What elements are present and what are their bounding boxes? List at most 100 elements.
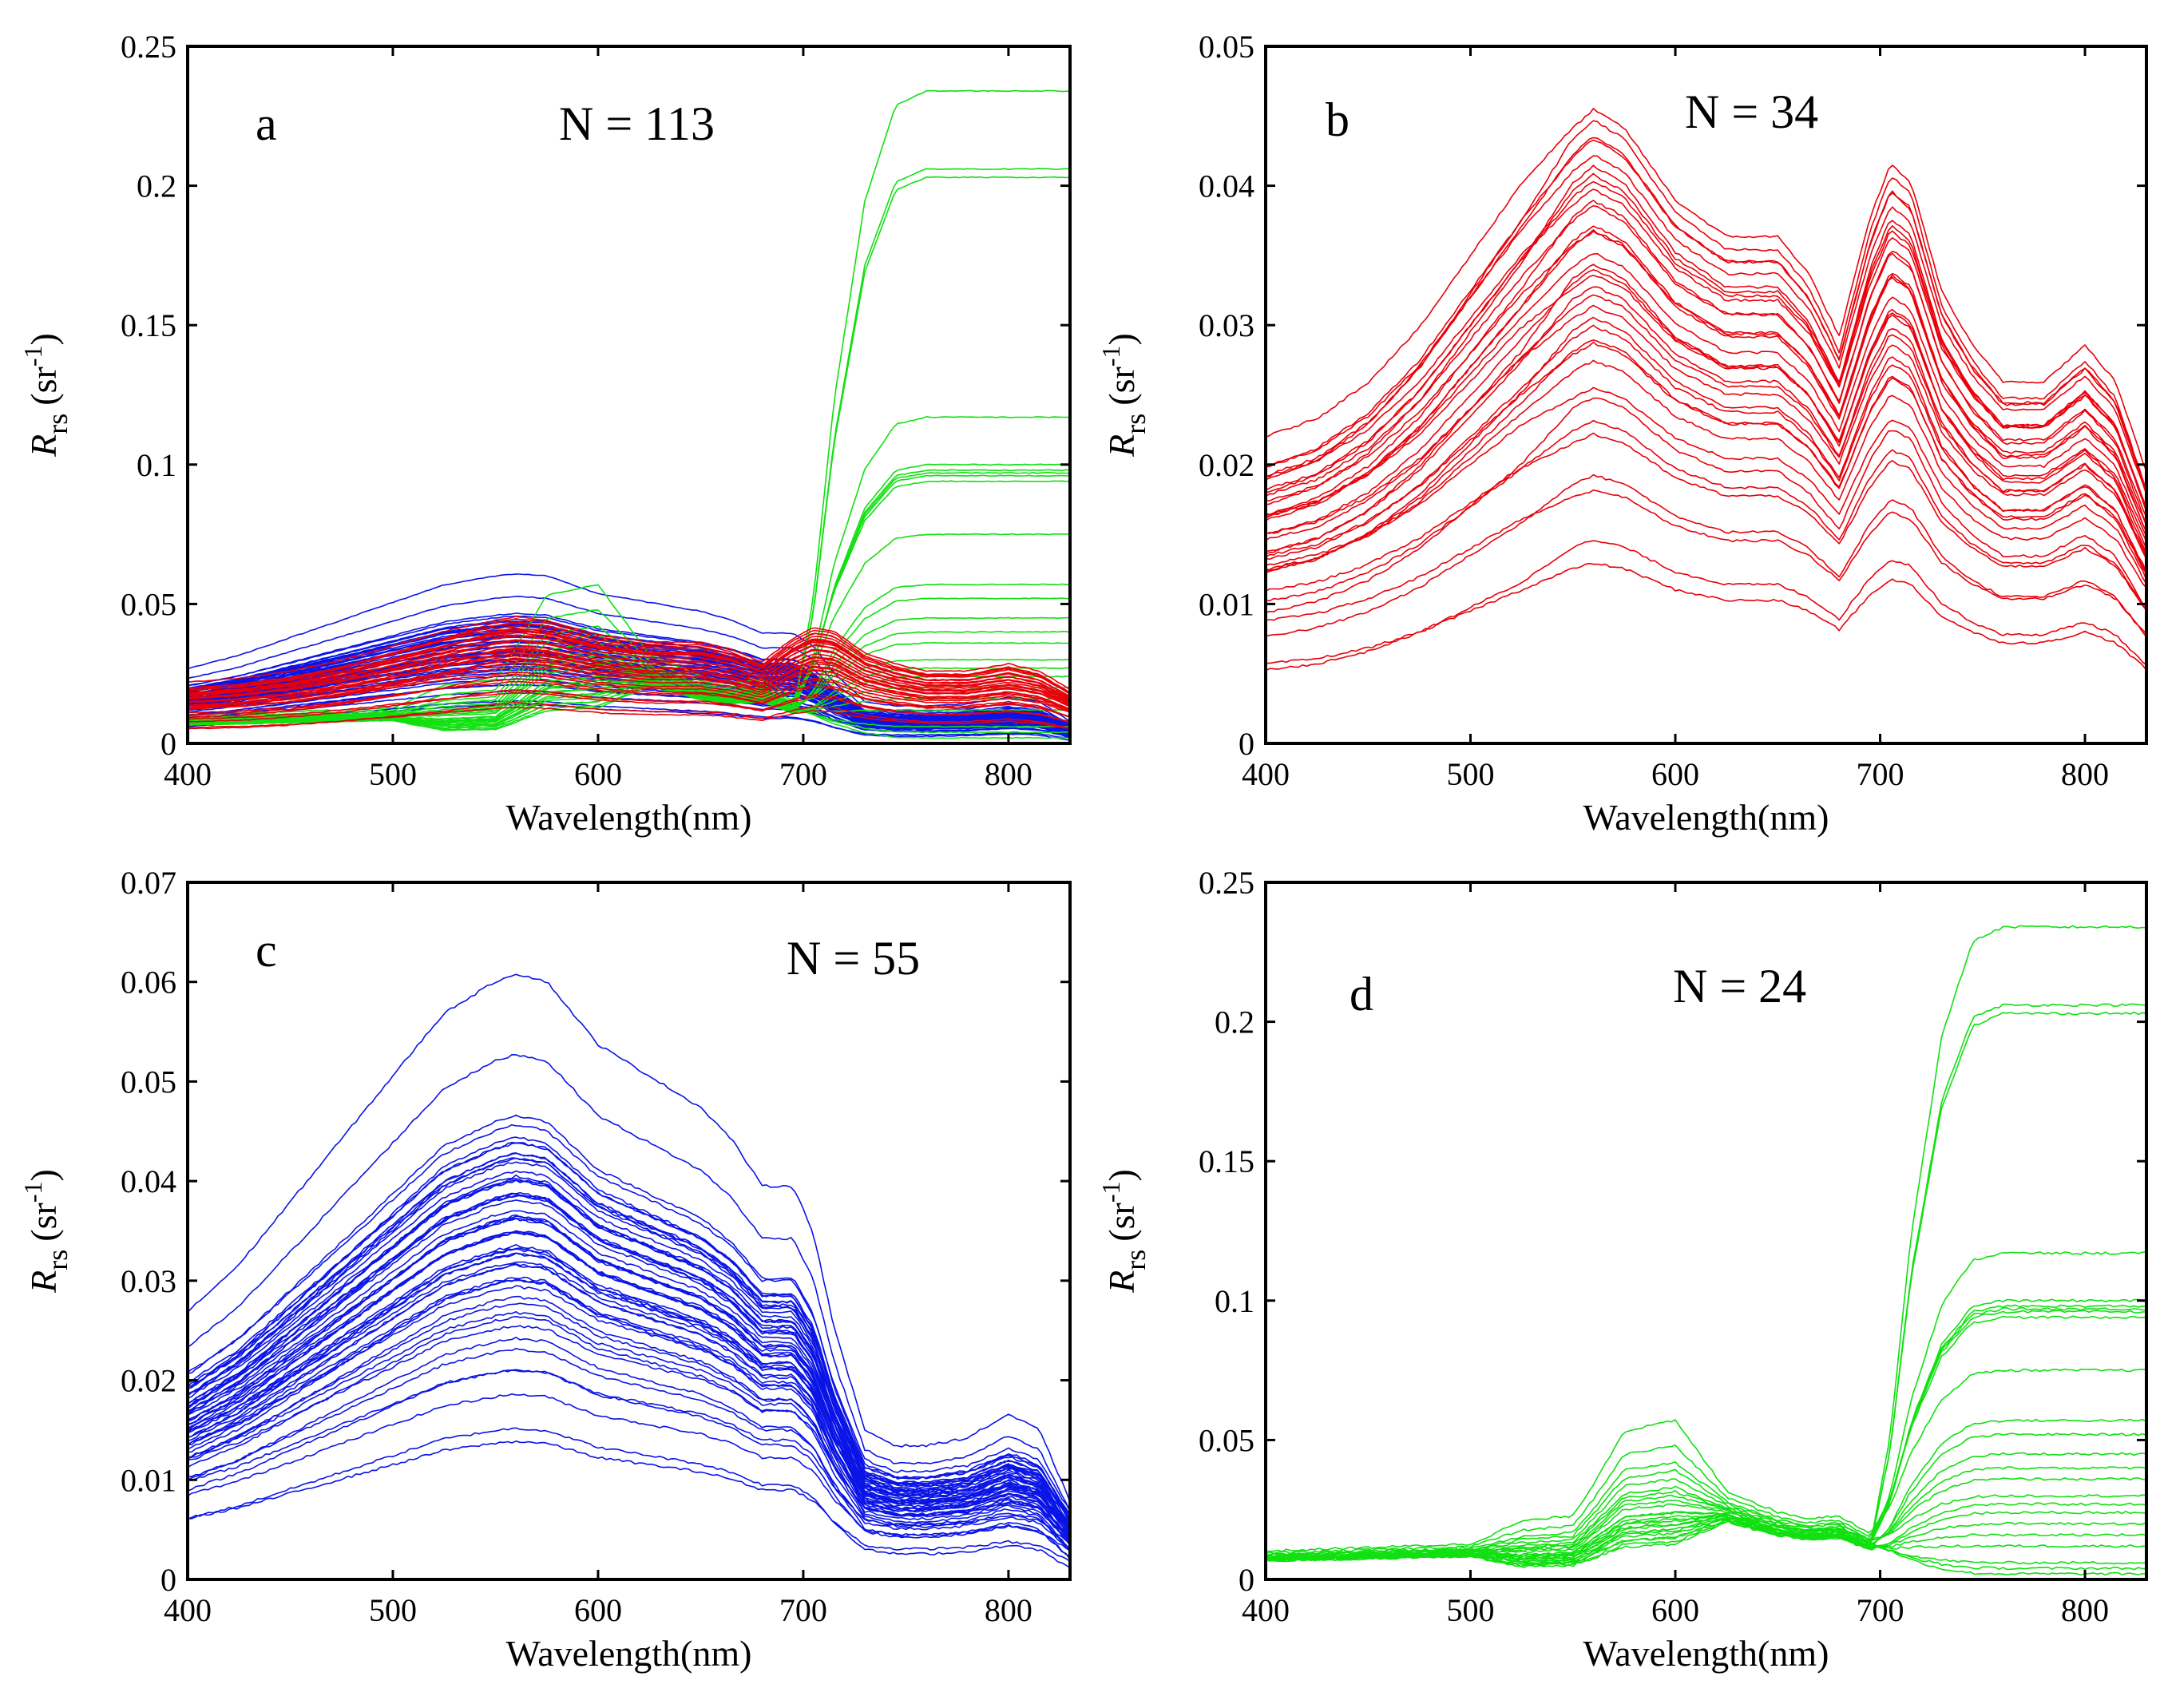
x-tick-label: 600	[1651, 756, 1699, 792]
spectrum-line-red-20	[1266, 264, 2146, 555]
spectrum-line-red-24	[1266, 204, 2146, 518]
spectrum-line-blue-47	[188, 1157, 1070, 1530]
spectrum-line-blue-6	[188, 678, 1070, 735]
sample-count-label: N = 113	[559, 97, 715, 150]
spectrum-line-red-2	[188, 702, 1070, 730]
spectrum-line-green-16	[1266, 1468, 2146, 1556]
spectrum-line-red-26	[188, 634, 1070, 701]
spectrum-line-blue-20	[188, 1263, 1070, 1547]
y-tick-label: 0	[1239, 726, 1254, 762]
x-tick-label: 700	[1857, 1592, 1904, 1628]
y-tick-label: 0.05	[1199, 1422, 1254, 1458]
spectrum-line-red-30	[1266, 164, 2146, 513]
x-tick-label: 400	[1242, 756, 1290, 792]
spectrum-line-blue-35	[188, 1199, 1070, 1530]
spectrum-line-red-31	[1266, 139, 2146, 493]
y-label-unit: (sr	[1101, 367, 1142, 406]
panel-letter: d	[1350, 968, 1373, 1020]
y-label-unit: (sr	[1101, 1203, 1142, 1242]
y-axis-label: Rrs (sr-1)	[1096, 1169, 1151, 1294]
spectrum-line-red-14	[1266, 316, 2146, 574]
x-tick-label: 600	[574, 1592, 622, 1628]
spectrum-line-blue-49	[188, 1152, 1070, 1531]
y-label-subscript: rs	[42, 414, 73, 434]
spectrum-line-blue-17	[188, 1278, 1070, 1550]
y-label-exponent: -1	[1096, 346, 1125, 367]
spectrum-line-red-5	[1266, 432, 2146, 611]
spectrum-line-blue-54	[188, 1054, 1070, 1512]
y-tick-label: 0.2	[1215, 1005, 1254, 1040]
spectrum-line-green-18	[1266, 1510, 2146, 1566]
spectrum-line-red-33	[1266, 108, 2146, 472]
sample-count-label: N = 55	[787, 932, 920, 985]
y-tick-label: 0.05	[121, 1064, 176, 1100]
y-label-close: )	[23, 1169, 64, 1181]
y-label-close: )	[1101, 1169, 1142, 1181]
spectrum-line-blue-25	[188, 1247, 1070, 1545]
spectrum-line-blue-45	[188, 1161, 1070, 1527]
y-label-exponent: -1	[18, 1182, 47, 1203]
spectrum-line-blue-8	[188, 1337, 1070, 1560]
x-tick-label: 500	[1447, 1592, 1495, 1628]
y-axis-label: Rrs (sr-1)	[18, 1169, 73, 1294]
y-tick-label: 0.01	[121, 1462, 176, 1498]
y-tick-label: 0.06	[121, 965, 176, 1001]
spectrum-line-red-2	[1266, 540, 2146, 672]
x-tick-label: 800	[985, 756, 1032, 792]
spectrum-line-red-6	[1266, 419, 2146, 611]
spectrum-line-blue-44	[188, 1174, 1070, 1537]
y-label-subscript: rs	[42, 1250, 73, 1270]
x-tick-label: 500	[369, 756, 417, 792]
y-label-subscript: rs	[1120, 414, 1151, 434]
x-tick-label: 500	[369, 1592, 417, 1628]
x-axis-label: Wavelength(nm)	[1583, 1633, 1829, 1674]
y-tick-label: 0.05	[1199, 29, 1254, 65]
spectrum-line-red-11	[188, 662, 1070, 711]
spectrum-line-red-33	[188, 616, 1070, 691]
spectrum-line-green-24	[1266, 1490, 2146, 1576]
spectrum-line-green-1	[1266, 925, 2146, 1567]
y-label-exponent: -1	[18, 346, 47, 367]
spectrum-line-green-12	[1266, 1433, 2146, 1562]
spectrum-line-blue-52	[188, 1136, 1070, 1532]
y-tick-label: 0.07	[121, 865, 176, 901]
y-tick-label: 0.01	[1199, 586, 1254, 622]
spectrum-line-blue-23	[188, 1244, 1070, 1536]
series-group	[1266, 925, 2146, 1576]
panel-letter: b	[1326, 93, 1350, 146]
spectrum-line-blue-55	[188, 973, 1070, 1503]
y-tick-label: 0.2	[137, 168, 176, 204]
spectrum-line-red-8	[1266, 397, 2146, 613]
spectrum-line-blue-31	[188, 1210, 1070, 1528]
y-tick-label: 0.03	[1199, 307, 1254, 343]
panel-b: 400 500 600 700 800 0 0.01 0.02 0.03 0.04 0.05 Wave…	[1096, 29, 2148, 838]
y-label-symbol: R	[23, 1270, 64, 1294]
panel-c: 400 500 600 700 800 0 0.01 0.02 0.03 0.04 0.05 0.06…	[18, 865, 1072, 1674]
x-tick-label: 600	[1651, 1592, 1699, 1628]
x-tick-label: 700	[1857, 756, 1904, 792]
y-axis-label: Rrs (sr-1)	[18, 333, 73, 458]
spectrum-line-blue-10	[188, 1315, 1070, 1551]
axes-frame	[186, 881, 1072, 1581]
spectrum-line-blue-41	[188, 1170, 1070, 1523]
spectrum-line-blue-14	[188, 1276, 1070, 1538]
spectrum-line-green-1	[188, 89, 1070, 731]
y-tick-label: 0	[161, 726, 176, 762]
x-axis-label: Wavelength(nm)	[506, 1633, 752, 1674]
spectrum-line-red-4	[1266, 474, 2146, 638]
spectrum-line-red-25	[1266, 188, 2146, 509]
spectrum-line-green-13	[1266, 1452, 2146, 1561]
spectrum-line-red-30	[188, 627, 1070, 698]
x-tick-label: 700	[779, 1592, 827, 1628]
spectrum-line-blue-4	[188, 1369, 1070, 1545]
x-tick-label: 400	[1242, 1592, 1290, 1628]
spectrum-line-red-11	[1266, 339, 2146, 581]
spectrum-line-blue-2	[188, 1427, 1070, 1569]
y-tick-label: 0.02	[121, 1363, 176, 1399]
spectrum-line-green-2	[1266, 1003, 2146, 1564]
spectrum-line-green-23	[1266, 1500, 2146, 1571]
spectrum-line-red-14	[188, 657, 1070, 711]
x-tick-label: 400	[164, 756, 212, 792]
spectrum-line-red-7	[1266, 386, 2146, 588]
